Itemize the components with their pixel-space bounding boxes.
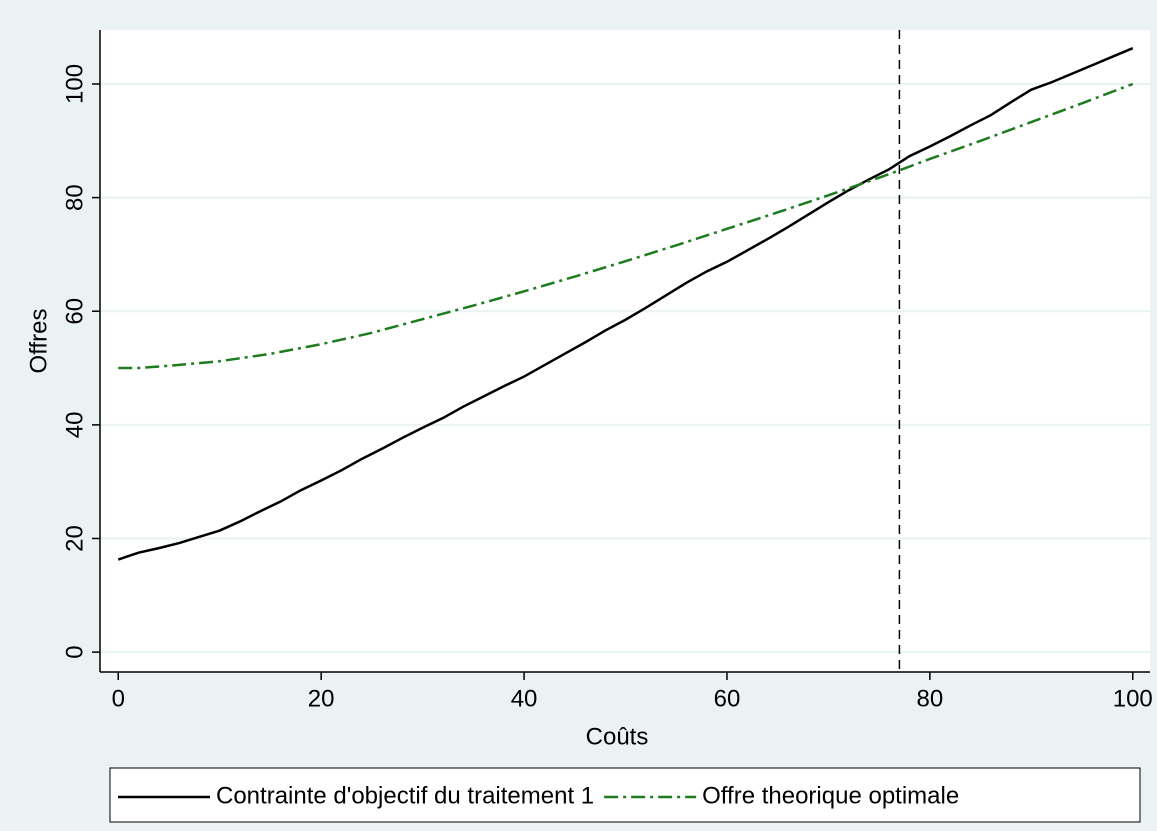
y-axis-label: Offres (25, 309, 52, 374)
series-line (118, 82, 1134, 370)
y-tick-label: 20 (61, 525, 88, 552)
y-tick-label: 60 (61, 298, 88, 325)
plot-area (100, 30, 1150, 672)
x-tick-label: 80 (917, 685, 944, 712)
x-tick-label: 60 (714, 685, 741, 712)
x-tick-label: 0 (112, 685, 125, 712)
legend-label: Contrainte d'objectif du traitement 1 (216, 782, 594, 809)
x-tick-label: 20 (308, 685, 335, 712)
y-tick-label: 40 (61, 412, 88, 439)
x-tick-label: 100 (1113, 685, 1153, 712)
legend-label: Offre theorique optimale (702, 782, 959, 809)
x-tick-label: 40 (511, 685, 538, 712)
y-tick-label: 0 (61, 645, 88, 658)
series-line (117, 47, 1134, 561)
legend-box (109, 767, 1141, 823)
x-axis-label: Coûts (586, 723, 649, 750)
y-tick-label: 80 (61, 184, 88, 211)
y-tick-label: 100 (61, 64, 88, 104)
